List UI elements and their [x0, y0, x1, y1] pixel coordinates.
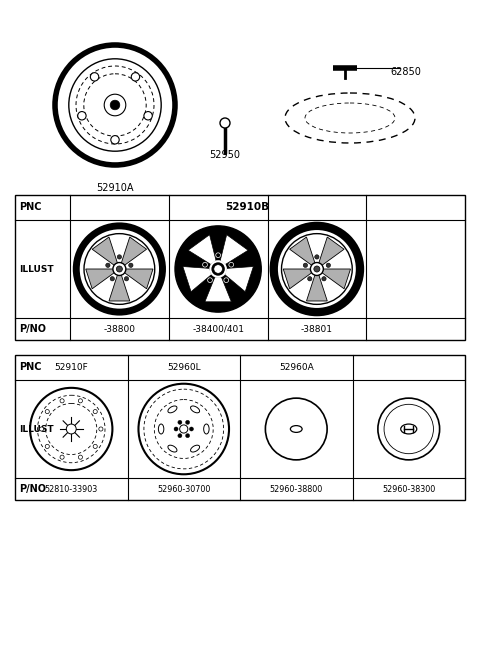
Text: 52910A: 52910A: [96, 183, 134, 193]
Polygon shape: [92, 237, 118, 265]
Text: 52910B: 52910B: [226, 202, 270, 212]
Circle shape: [99, 427, 103, 431]
Polygon shape: [183, 267, 212, 292]
Text: 52960L: 52960L: [167, 363, 201, 372]
Circle shape: [78, 455, 83, 459]
Circle shape: [104, 94, 126, 116]
Circle shape: [203, 262, 207, 267]
Circle shape: [131, 73, 140, 81]
Bar: [15, 355, 465, 500]
Circle shape: [113, 263, 126, 275]
Polygon shape: [220, 235, 248, 264]
Circle shape: [303, 263, 308, 267]
Circle shape: [78, 399, 83, 403]
Circle shape: [110, 101, 120, 110]
Text: 52810-33903: 52810-33903: [45, 484, 98, 493]
Circle shape: [308, 277, 312, 281]
Text: PNC: PNC: [19, 202, 41, 212]
Circle shape: [93, 409, 97, 414]
Text: P/NO: P/NO: [19, 324, 46, 334]
Polygon shape: [322, 269, 350, 289]
Circle shape: [220, 118, 230, 128]
Circle shape: [66, 424, 76, 434]
Circle shape: [144, 112, 152, 120]
Text: PNC: PNC: [19, 363, 41, 373]
Circle shape: [175, 226, 261, 312]
Circle shape: [111, 135, 119, 144]
Circle shape: [45, 409, 49, 414]
Text: 52910F: 52910F: [54, 363, 88, 372]
Polygon shape: [283, 269, 312, 289]
Polygon shape: [307, 275, 327, 301]
Circle shape: [311, 263, 324, 275]
Circle shape: [69, 58, 161, 151]
Polygon shape: [124, 269, 153, 289]
Circle shape: [224, 278, 228, 283]
Polygon shape: [109, 275, 130, 301]
Circle shape: [60, 399, 64, 403]
Circle shape: [78, 112, 86, 120]
Circle shape: [45, 444, 49, 449]
Circle shape: [210, 261, 226, 277]
Circle shape: [190, 427, 193, 431]
Polygon shape: [86, 269, 115, 289]
Polygon shape: [121, 237, 146, 265]
Text: -38801: -38801: [301, 325, 333, 334]
Circle shape: [186, 434, 190, 438]
Circle shape: [314, 266, 320, 272]
Circle shape: [315, 255, 319, 259]
Circle shape: [281, 234, 352, 304]
Circle shape: [174, 427, 178, 431]
Circle shape: [129, 263, 133, 267]
Circle shape: [39, 427, 44, 431]
Bar: [15, 195, 465, 340]
Text: 52960-38300: 52960-38300: [382, 484, 435, 493]
Text: 52960-38800: 52960-38800: [270, 484, 323, 493]
Circle shape: [84, 234, 155, 304]
Polygon shape: [289, 237, 315, 265]
Text: 52950: 52950: [209, 150, 240, 160]
Circle shape: [178, 434, 182, 438]
Text: -38800: -38800: [103, 325, 135, 334]
Circle shape: [180, 425, 188, 433]
Circle shape: [208, 278, 212, 283]
Text: ILLUST: ILLUST: [19, 265, 54, 273]
Circle shape: [60, 455, 64, 459]
Circle shape: [117, 255, 121, 259]
Circle shape: [216, 253, 220, 258]
Circle shape: [93, 444, 97, 449]
Circle shape: [229, 262, 234, 267]
Circle shape: [116, 266, 122, 272]
Circle shape: [214, 265, 222, 273]
Polygon shape: [205, 277, 231, 302]
Polygon shape: [225, 267, 253, 292]
Text: 62850: 62850: [390, 67, 421, 77]
Text: 52960-30700: 52960-30700: [157, 484, 210, 493]
Circle shape: [90, 73, 99, 81]
Circle shape: [106, 263, 110, 267]
Text: ILLUST: ILLUST: [19, 424, 54, 434]
Circle shape: [110, 277, 114, 281]
Text: P/NO: P/NO: [19, 484, 46, 494]
Text: 52960A: 52960A: [279, 363, 313, 372]
Circle shape: [186, 420, 190, 424]
Circle shape: [178, 420, 182, 424]
Circle shape: [322, 277, 326, 281]
Text: -38400/401: -38400/401: [192, 325, 244, 334]
Circle shape: [326, 263, 331, 267]
Polygon shape: [319, 237, 344, 265]
Circle shape: [124, 277, 129, 281]
Polygon shape: [188, 235, 216, 264]
